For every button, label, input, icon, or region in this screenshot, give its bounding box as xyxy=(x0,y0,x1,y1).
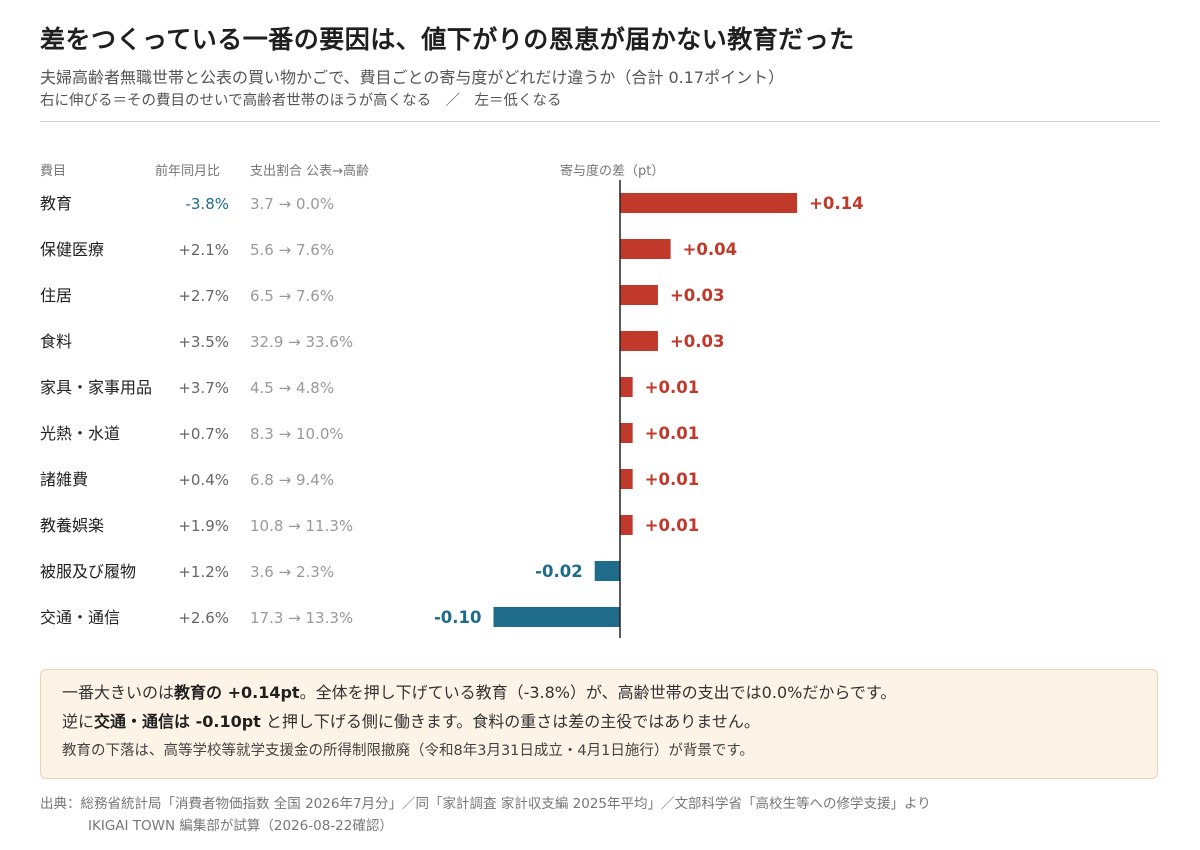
share-value: 17.3 → 13.3% xyxy=(250,609,353,627)
category-label: 家具・家事用品 xyxy=(40,378,152,397)
bar xyxy=(594,561,620,581)
data-label: +0.01 xyxy=(645,378,700,397)
source-note: 出典：総務省統計局「消費者物価指数 全国 2026年7月分」／同「家計調査 家計… xyxy=(40,793,931,837)
callout-line-3: 教育の下落は、高等学校等就学支援金の所得制限撤廃（令和8年3月31日成立・4月1… xyxy=(62,743,754,759)
header-divider xyxy=(40,121,1160,122)
data-label: -0.02 xyxy=(535,562,583,581)
callout-line-1: 一番大きいのは教育の +0.14pt。全体を押し下げている教育（-3.8%）が、… xyxy=(62,683,897,702)
category-label: 食料 xyxy=(40,332,72,351)
bar xyxy=(620,469,633,489)
data-label: +0.01 xyxy=(645,424,700,443)
share-value: 3.6 → 2.3% xyxy=(250,563,334,581)
category-label: 保健医療 xyxy=(40,240,104,259)
yoy-value: +1.9% xyxy=(178,517,229,535)
share-value: 10.8 → 11.3% xyxy=(250,517,353,535)
data-label: +0.01 xyxy=(645,470,700,489)
yoy-value: -3.8% xyxy=(185,195,229,213)
share-value: 4.5 → 4.8% xyxy=(250,379,334,397)
source-line-1: 出典：総務省統計局「消費者物価指数 全国 2026年7月分」／同「家計調査 家計… xyxy=(40,796,931,812)
column-header-yoy: 前年同月比 xyxy=(155,164,221,179)
data-label: +0.03 xyxy=(670,286,725,305)
share-value: 32.9 → 33.6% xyxy=(250,333,353,351)
yoy-value: +0.4% xyxy=(178,471,229,489)
callout-line-2: 逆に交通・通信は -0.10pt と押し下げる側に働きます。食料の重さは差の主役… xyxy=(62,712,760,731)
source-line-2: IKIGAI TOWN 編集部が試算（2026-08-22確認） xyxy=(88,818,393,834)
yoy-value: +2.7% xyxy=(178,287,229,305)
data-label: +0.01 xyxy=(645,516,700,535)
column-header-category: 費目 xyxy=(40,164,67,179)
category-label: 住居 xyxy=(40,286,72,305)
category-label: 教育 xyxy=(40,194,72,213)
yoy-value: +3.7% xyxy=(178,379,229,397)
bar xyxy=(620,515,633,535)
bar xyxy=(620,423,633,443)
category-label: 教養娯楽 xyxy=(40,516,104,535)
column-header-share: 支出割合 公表→高齢 xyxy=(250,164,370,179)
yoy-value: +1.2% xyxy=(178,563,229,581)
yoy-value: +2.1% xyxy=(178,241,229,259)
bar xyxy=(620,331,658,351)
share-value: 3.7 → 0.0% xyxy=(250,195,334,213)
data-label: +0.14 xyxy=(809,194,864,213)
share-value: 5.6 → 7.6% xyxy=(250,241,334,259)
share-value: 6.5 → 7.6% xyxy=(250,287,334,305)
share-value: 8.3 → 10.0% xyxy=(250,425,344,443)
yoy-value: +2.6% xyxy=(178,609,229,627)
bar xyxy=(620,285,658,305)
bar xyxy=(620,239,671,259)
chart-note: 右に伸びる＝その費目のせいで高齢者世帯のほうが高くなる ／ 左＝低くなる xyxy=(40,93,562,109)
yoy-value: +0.7% xyxy=(178,425,229,443)
column-header-diff: 寄与度の差（pt） xyxy=(560,164,665,179)
callout-box: 一番大きいのは教育の +0.14pt。全体を押し下げている教育（-3.8%）が、… xyxy=(40,669,1158,779)
bar xyxy=(620,377,633,397)
data-label: +0.03 xyxy=(670,332,725,351)
category-label: 被服及び履物 xyxy=(40,562,136,581)
data-label: +0.04 xyxy=(683,240,738,259)
yoy-value: +3.5% xyxy=(178,333,229,351)
share-value: 6.8 → 9.4% xyxy=(250,471,334,489)
data-label: -0.10 xyxy=(434,608,482,627)
chart-title: 差をつくっている一番の要因は、値下がりの恩恵が届かない教育だった xyxy=(40,25,855,54)
category-label: 光熱・水道 xyxy=(40,424,120,443)
chart-subtitle: 夫婦高齢者無職世帯と公表の買い物かごで、費目ごとの寄与度がどれだけ違うか（合計 … xyxy=(40,68,785,87)
bar xyxy=(493,607,620,627)
category-label: 交通・通信 xyxy=(40,608,120,627)
category-label: 諸雑費 xyxy=(40,470,88,489)
bar xyxy=(620,193,798,213)
